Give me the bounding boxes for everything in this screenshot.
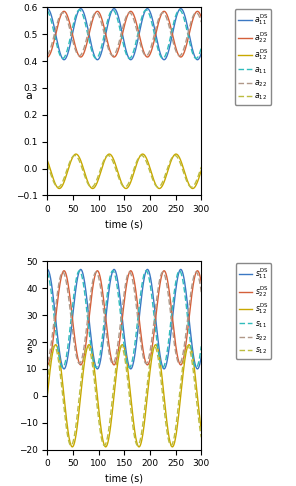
Y-axis label: a: a [25,91,32,102]
X-axis label: time (s): time (s) [105,474,143,484]
X-axis label: time (s): time (s) [105,220,143,230]
Y-axis label: s: s [26,346,32,355]
Legend: $a^{\rm DS}_{11}$, $a^{\rm DS}_{22}$, $a^{\rm DS}_{12}$, $a_{11}$, $a_{22}$, $a_: $a^{\rm DS}_{11}$, $a^{\rm DS}_{22}$, $a… [235,9,271,105]
Legend: $s^{\rm DS}_{11}$, $s^{\rm DS}_{22}$, $s^{\rm DS}_{12}$, $s_{11}$, $s_{22}$, $s_: $s^{\rm DS}_{11}$, $s^{\rm DS}_{22}$, $s… [236,263,271,359]
